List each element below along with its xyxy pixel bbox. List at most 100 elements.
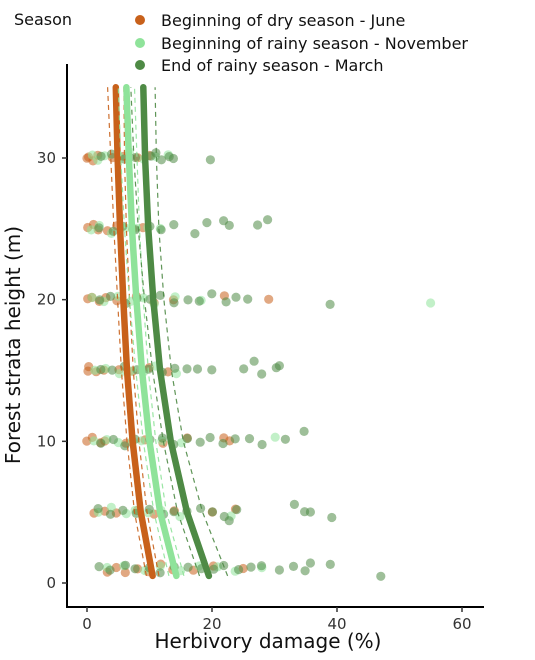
- legend: Season Beginning of dry season - June Beg…: [14, 10, 468, 75]
- data-point-2-49: [257, 369, 267, 379]
- data-point-2-87: [120, 560, 130, 570]
- data-point-2-21: [253, 220, 263, 230]
- legend-label-2: End of rainy season - March: [161, 56, 384, 75]
- data-point-2-11: [108, 226, 118, 236]
- data-point-2-6: [156, 155, 166, 165]
- fit-lines-layer: [107, 83, 229, 580]
- data-point-2-47: [239, 364, 249, 374]
- data-point-1-40: [106, 502, 116, 512]
- data-point-1-15: [87, 292, 97, 303]
- y-tick-label-30: 30: [37, 149, 56, 167]
- data-point-2-0: [96, 151, 106, 161]
- data-point-2-90: [155, 568, 165, 578]
- data-point-2-79: [224, 516, 234, 526]
- data-point-2-64: [244, 434, 255, 444]
- data-point-0-24: [264, 294, 274, 304]
- data-point-2-53: [108, 434, 118, 445]
- data-point-2-68: [93, 504, 103, 514]
- data-point-2-80: [232, 505, 242, 515]
- data-point-2-24: [105, 291, 116, 301]
- data-point-2-59: [182, 433, 192, 444]
- axes-layer: [66, 64, 484, 608]
- data-point-2-20: [224, 220, 234, 230]
- data-point-2-44: [182, 364, 192, 374]
- data-point-1-23: [426, 298, 436, 308]
- data-point-2-48: [249, 356, 259, 366]
- data-point-2-84: [327, 512, 337, 523]
- data-point-2-10: [94, 223, 104, 233]
- fit-line-2: [140, 83, 213, 580]
- data-point-1-50: [155, 561, 165, 571]
- data-point-2-86: [105, 565, 115, 575]
- data-point-2-43: [170, 363, 180, 373]
- data-point-2-29: [169, 298, 179, 308]
- data-point-2-104: [376, 571, 386, 581]
- x-tick-label-20: 20: [202, 615, 221, 633]
- data-point-2-81: [289, 499, 299, 509]
- data-point-1-31: [89, 436, 99, 446]
- data-point-1-8: [86, 225, 96, 235]
- data-point-2-74: [169, 507, 179, 517]
- data-point-2-66: [280, 434, 290, 444]
- legend-title: Season: [14, 10, 72, 29]
- data-point-2-69: [105, 509, 116, 519]
- data-point-2-94: [209, 564, 219, 574]
- legend-marker-0: [135, 15, 145, 25]
- data-point-2-60: [195, 437, 205, 447]
- data-point-2-5: [151, 148, 161, 158]
- x-tick-label-40: 40: [327, 615, 346, 633]
- data-point-2-98: [256, 561, 267, 571]
- data-point-2-30: [183, 295, 193, 305]
- y-tick-label-10: 10: [37, 432, 56, 450]
- confidence-lower-1: [117, 87, 170, 577]
- data-point-2-70: [118, 505, 128, 515]
- confidence-lower-0: [107, 87, 147, 577]
- confidence-lower-2: [130, 87, 201, 577]
- x-tick-label-60: 60: [452, 615, 471, 633]
- data-point-2-102: [305, 558, 315, 568]
- y-axis-title: Forest strata height (m): [1, 226, 25, 464]
- data-point-2-32: [207, 289, 217, 299]
- data-point-2-96: [234, 565, 244, 575]
- data-point-2-62: [218, 438, 228, 449]
- confidence-upper-0: [123, 87, 160, 577]
- data-point-2-65: [257, 439, 267, 450]
- data-point-2-57: [157, 433, 168, 443]
- fit-line-1: [123, 83, 180, 580]
- data-point-2-36: [325, 299, 335, 309]
- legend-marker-1: [135, 38, 145, 48]
- data-point-1-38: [270, 432, 280, 442]
- data-point-2-17: [190, 229, 200, 239]
- data-point-2-97: [246, 562, 256, 572]
- data-point-2-28: [155, 290, 165, 300]
- data-point-2-67: [299, 426, 309, 436]
- data-point-2-16: [169, 220, 179, 230]
- data-point-2-46: [207, 365, 217, 375]
- data-point-2-33: [221, 297, 231, 307]
- data-point-2-77: [207, 507, 218, 517]
- data-point-2-15: [156, 225, 166, 235]
- data-point-2-76: [196, 503, 206, 513]
- ticks-layer: 0 20 40 60 0 10 20 30: [37, 149, 472, 633]
- data-point-2-99: [274, 565, 284, 575]
- legend-label-0: Beginning of dry season - June: [161, 11, 405, 30]
- x-axis-title: Herbivory damage (%): [155, 629, 382, 653]
- data-point-2-23: [95, 295, 105, 305]
- data-point-2-54: [120, 441, 130, 451]
- data-point-2-63: [230, 434, 240, 444]
- scatter-points-layer: [82, 147, 436, 581]
- data-point-2-52: [96, 438, 106, 448]
- data-point-2-101: [300, 566, 310, 576]
- data-point-2-22: [263, 215, 273, 225]
- x-tick-label-0: 0: [82, 615, 92, 633]
- data-point-2-103: [325, 559, 335, 570]
- legend-marker-2: [135, 60, 145, 70]
- data-point-2-38: [107, 365, 117, 375]
- legend-label-1: Beginning of rainy season - November: [161, 34, 468, 53]
- data-point-2-61: [205, 432, 215, 443]
- data-point-2-18: [202, 218, 212, 228]
- data-point-2-9: [205, 155, 215, 165]
- data-point-2-100: [288, 561, 299, 572]
- data-point-2-3: [130, 152, 141, 163]
